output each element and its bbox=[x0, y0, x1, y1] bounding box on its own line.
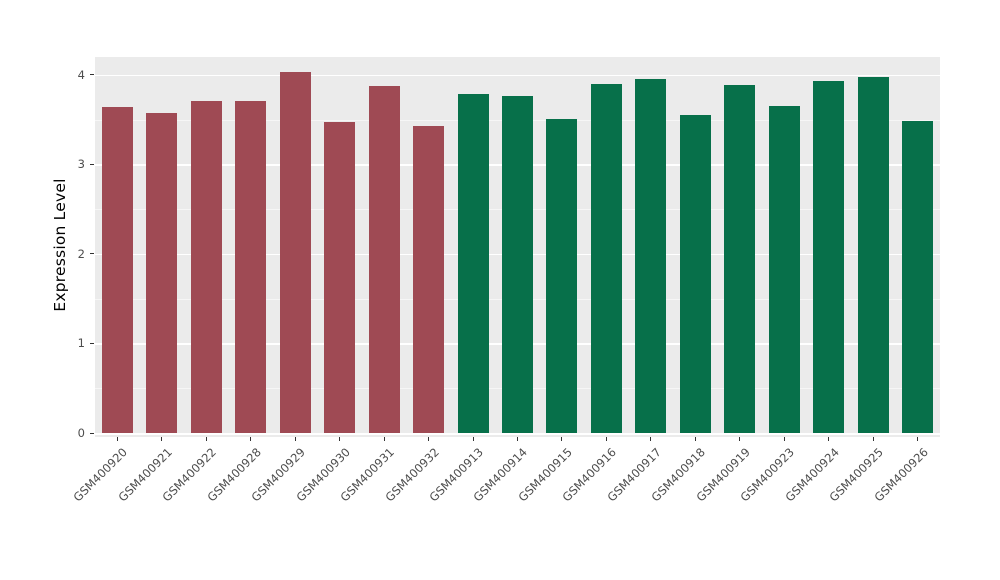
y-tick-mark bbox=[90, 163, 94, 165]
x-tick-mark bbox=[472, 437, 474, 441]
y-tick-mark bbox=[90, 74, 94, 76]
bar bbox=[457, 93, 489, 433]
bar bbox=[724, 84, 756, 433]
bar bbox=[101, 107, 133, 433]
y-tick-mark bbox=[90, 432, 94, 434]
x-tick-mark bbox=[739, 437, 741, 441]
bar bbox=[857, 76, 889, 433]
bar bbox=[413, 125, 445, 433]
bar bbox=[502, 96, 533, 433]
y-tick-label: 4 bbox=[77, 67, 85, 82]
x-tick-mark bbox=[383, 437, 385, 441]
bar bbox=[146, 112, 178, 433]
x-tick-mark bbox=[650, 437, 652, 441]
y-axis-title: Expression Level bbox=[51, 178, 69, 312]
x-tick-mark bbox=[783, 437, 785, 441]
gridline-major bbox=[95, 74, 940, 77]
y-tick-mark bbox=[90, 253, 94, 255]
bar bbox=[902, 120, 934, 433]
x-tick-mark bbox=[605, 437, 607, 441]
bar bbox=[546, 118, 578, 433]
bar bbox=[324, 122, 356, 433]
x-tick-mark bbox=[161, 437, 163, 441]
bar bbox=[813, 81, 845, 433]
y-tick-mark bbox=[90, 342, 94, 344]
x-tick-mark bbox=[294, 437, 296, 441]
bar bbox=[590, 83, 622, 433]
x-tick-mark bbox=[561, 437, 563, 441]
gridline-major bbox=[95, 433, 940, 435]
x-tick-mark bbox=[339, 437, 341, 441]
bar bbox=[190, 100, 222, 433]
bar bbox=[635, 79, 667, 433]
y-tick-label: 3 bbox=[77, 157, 85, 172]
bar bbox=[768, 106, 800, 433]
x-tick-mark bbox=[250, 437, 252, 441]
bar bbox=[368, 85, 400, 433]
bar bbox=[279, 72, 311, 433]
y-tick-label: 2 bbox=[77, 246, 85, 261]
x-tick-mark bbox=[828, 437, 830, 441]
x-tick-mark bbox=[917, 437, 919, 441]
bar bbox=[235, 100, 267, 433]
x-tick-mark bbox=[205, 437, 207, 441]
plot-panel bbox=[95, 57, 940, 437]
bar bbox=[679, 115, 711, 433]
y-tick-label: 0 bbox=[77, 426, 85, 440]
x-tick-mark bbox=[872, 437, 874, 441]
x-tick-mark bbox=[517, 437, 518, 441]
x-tick-mark bbox=[694, 437, 696, 441]
y-tick-label: 1 bbox=[77, 336, 85, 351]
x-tick-mark bbox=[116, 437, 118, 441]
x-tick-mark bbox=[428, 437, 430, 441]
